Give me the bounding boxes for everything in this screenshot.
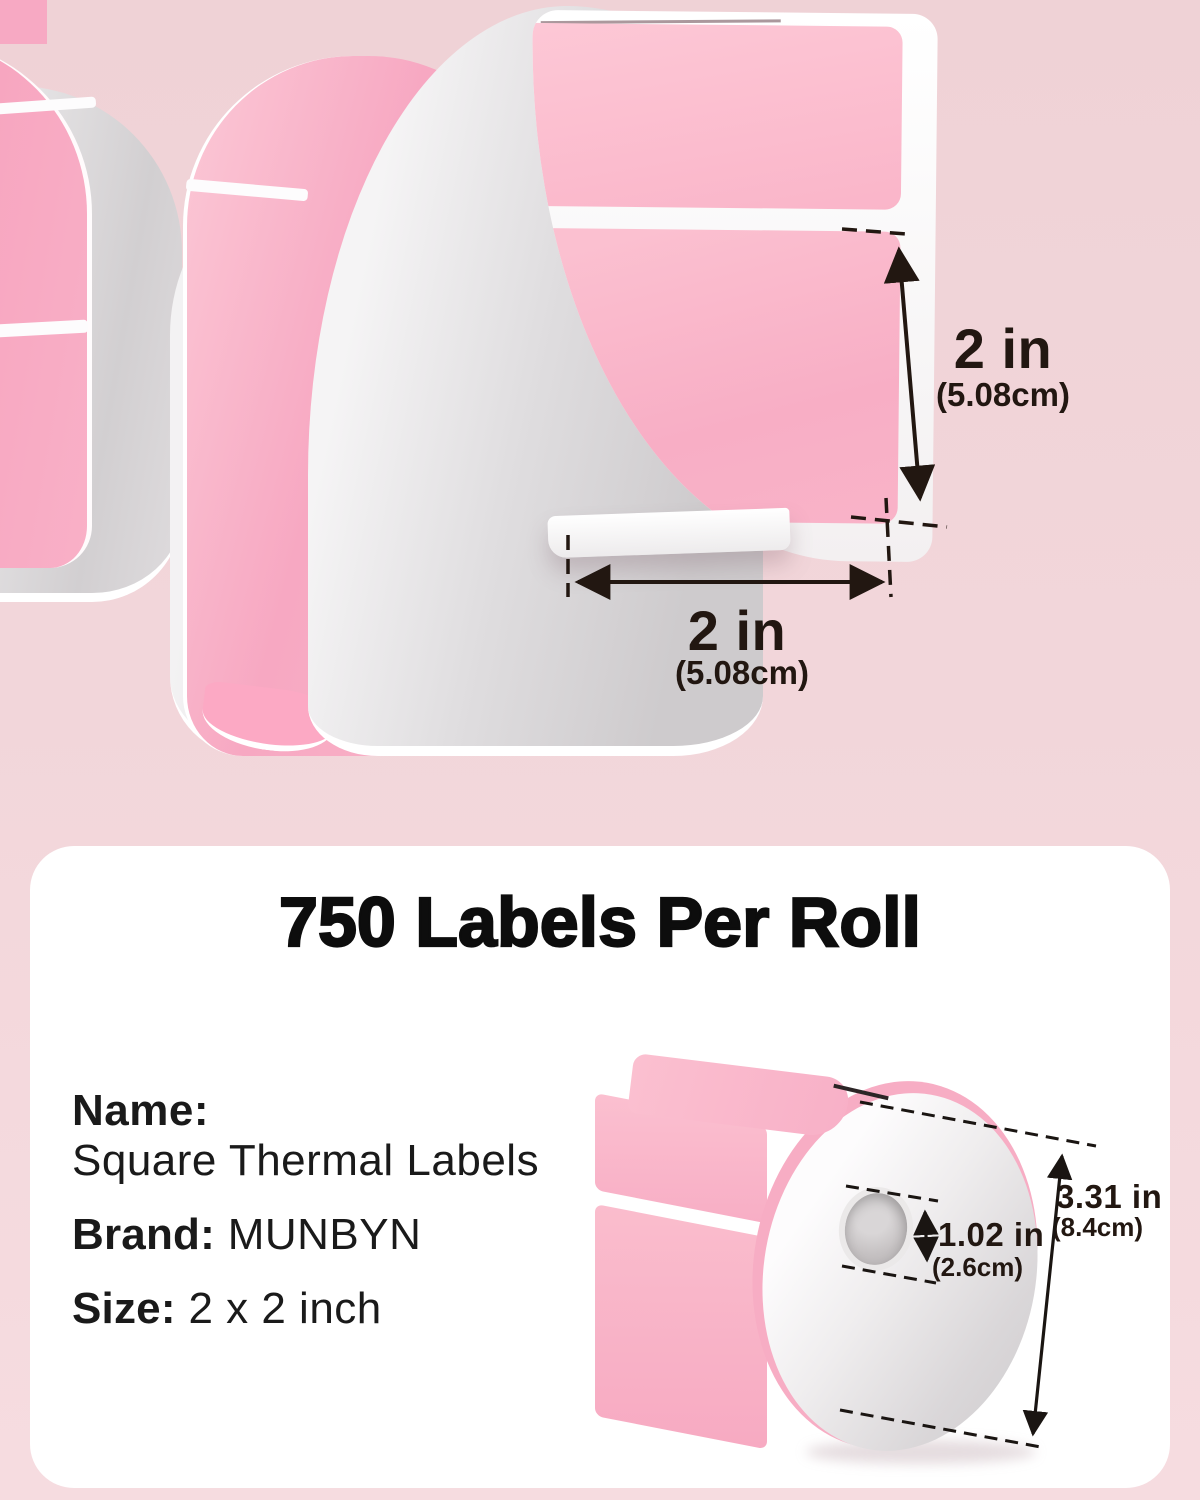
spec-size-label: Size: [72,1284,176,1333]
spec-brand-value: MUNBYN [227,1210,422,1259]
spec-name-label: Name: [72,1086,209,1135]
spec-name-value: Square Thermal Labels [72,1136,540,1185]
label-height-value: 2 in [953,317,1053,380]
core-diameter-metric: (2.6cm) [932,1252,1024,1282]
mini-roll-front-strip [585,1085,777,1488]
background-label-corner [0,0,47,44]
spec-size-value: 2 x 2 inch [188,1284,382,1333]
pink-label-upper [527,22,903,210]
spec-brand-label: Brand: [72,1210,215,1259]
spec-size: Size: 2 x 2 inch [72,1284,382,1334]
roll-diameter-value: 3.31 in [1056,1178,1163,1215]
label-height-metric: (5.08cm) [936,376,1070,413]
liner-bottom-lip [547,507,791,559]
roll-diameter-metric: (8.4cm) [1052,1212,1144,1242]
spec-brand: Brand: MUNBYN [72,1210,421,1260]
core-diameter-value: 1.02 in [938,1216,1045,1253]
pink-label-measured [527,227,901,524]
mini-label [595,1203,767,1450]
card-title: 750 Labels Per Roll [278,882,922,962]
front-label-panel [527,9,938,563]
label-width-metric: (5.08cm) [675,654,809,691]
label-width-value: 2 in [687,599,787,662]
